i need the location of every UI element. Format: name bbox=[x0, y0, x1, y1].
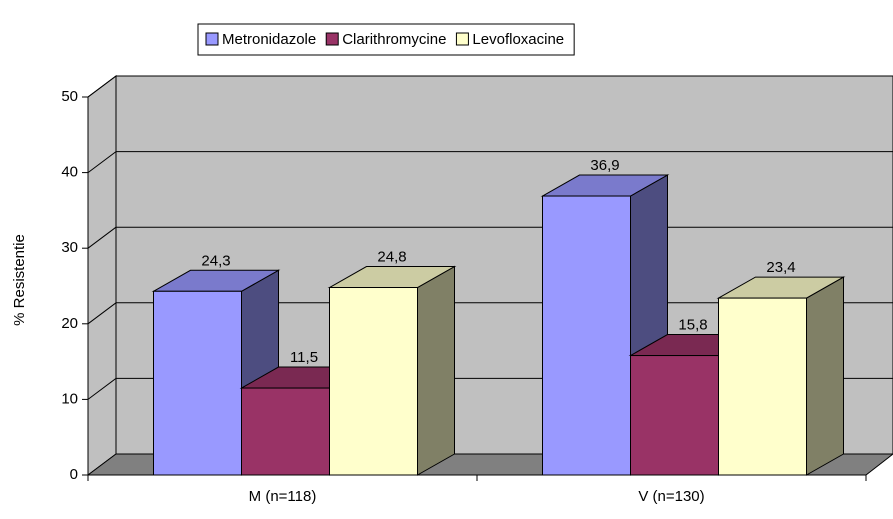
bar-side bbox=[417, 265, 455, 476]
bar bbox=[630, 355, 719, 476]
x-tick-label: V (n=130) bbox=[638, 488, 704, 505]
bar-side bbox=[806, 276, 844, 476]
grid-line-side bbox=[87, 151, 117, 174]
grid-line-side bbox=[87, 226, 117, 249]
legend-label: Metronidazole bbox=[222, 31, 316, 48]
y-tick-label: 20 bbox=[61, 315, 78, 332]
bar bbox=[718, 297, 807, 476]
y-tick-label: 0 bbox=[70, 466, 78, 483]
value-label: 24,3 bbox=[201, 252, 230, 269]
bar bbox=[329, 287, 418, 476]
side-wall bbox=[87, 75, 117, 476]
value-label: 11,5 bbox=[290, 349, 318, 366]
bar bbox=[153, 290, 242, 476]
grid-line-side bbox=[87, 302, 117, 325]
y-axis-title: % Resistentie bbox=[11, 234, 28, 326]
y-tick-label: 40 bbox=[61, 164, 78, 181]
y-tick-label: 30 bbox=[61, 239, 78, 256]
value-label: 15,8 bbox=[678, 317, 707, 334]
legend-swatch bbox=[205, 32, 219, 46]
grid-line-side bbox=[87, 75, 117, 98]
legend-swatch bbox=[455, 32, 469, 46]
legend-swatch bbox=[325, 32, 339, 46]
value-label: 23,4 bbox=[766, 259, 795, 276]
legend-label: Clarithromycine bbox=[342, 31, 446, 48]
x-tick-label: M (n=118) bbox=[249, 488, 317, 505]
y-tick-label: 10 bbox=[61, 390, 78, 407]
bar bbox=[542, 195, 631, 476]
value-label: 24,8 bbox=[377, 248, 406, 265]
value-label: 36,9 bbox=[590, 157, 619, 174]
legend-label: Levofloxacine bbox=[472, 31, 564, 48]
y-tick-label: 50 bbox=[61, 88, 78, 105]
grid-line-side bbox=[87, 377, 117, 400]
legend bbox=[197, 23, 575, 56]
bar bbox=[241, 387, 330, 476]
